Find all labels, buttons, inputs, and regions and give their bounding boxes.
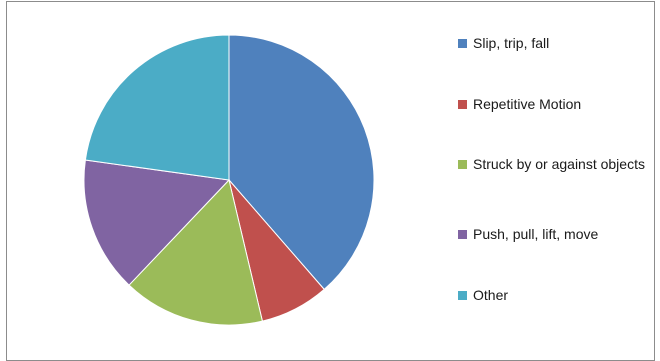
pie-chart bbox=[83, 34, 375, 326]
pie-slice-push-pull-lift-move bbox=[83, 159, 231, 286]
legend-swatch bbox=[458, 291, 467, 300]
legend-label: Slip, trip, fall bbox=[473, 35, 550, 51]
legend-label: Other bbox=[473, 287, 509, 303]
legend-swatch bbox=[458, 160, 467, 169]
legend-swatch bbox=[458, 39, 467, 48]
legend-label: Repetitive Motion bbox=[473, 96, 582, 112]
legend-swatch bbox=[458, 100, 467, 109]
legend-swatch bbox=[458, 230, 467, 239]
pie-slices bbox=[83, 34, 375, 326]
pie-slice-struck-by-or-against-objects bbox=[128, 178, 264, 326]
pie-slice-slip-trip-fall bbox=[228, 34, 375, 291]
chart-legend: Slip, trip, fall Repetitive Motion Struc… bbox=[458, 0, 658, 350]
pie-slice-other bbox=[84, 34, 230, 181]
legend-label: Struck by or against objects bbox=[473, 156, 645, 172]
legend-label: Push, pull, lift, move bbox=[473, 226, 599, 242]
